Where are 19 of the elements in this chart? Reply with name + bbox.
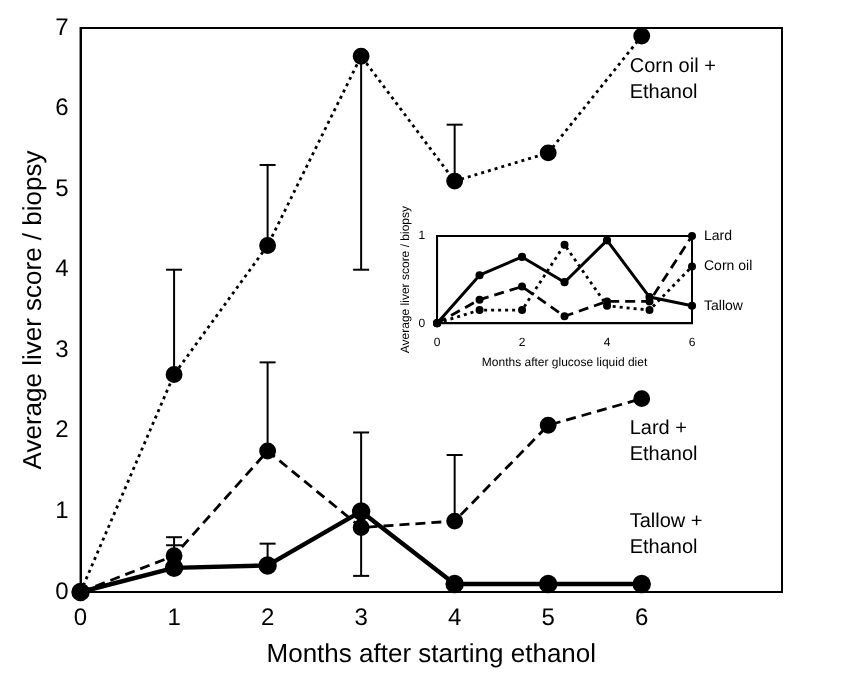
x-tick-label: 3 — [354, 603, 369, 632]
x-tick-label: 0 — [73, 603, 88, 632]
x-tick-label: 6 — [635, 603, 650, 632]
y-tick-label: 0 — [55, 576, 70, 605]
y-tick-label: 6 — [55, 93, 70, 122]
y-tick-label: 5 — [55, 173, 70, 202]
y-tick-label: 4 — [55, 254, 70, 283]
series-label: Lard + Ethanol — [629, 418, 698, 467]
y-tick-label: 1 — [55, 496, 70, 525]
y-tick-label: 2 — [55, 415, 70, 444]
series-label: Tallow + Ethanol — [629, 511, 703, 560]
y-axis-title: Average liver score / biopsy — [16, 149, 47, 470]
x-tick-label: 5 — [541, 603, 556, 632]
x-tick-label: 4 — [447, 603, 462, 632]
x-tick-label: 1 — [167, 603, 182, 632]
y-tick-label: 7 — [55, 12, 70, 41]
series-label: Corn oil + Ethanol — [629, 55, 717, 104]
x-tick-label: 2 — [260, 603, 275, 632]
x-axis-title: Months after starting ethanol — [266, 637, 597, 668]
